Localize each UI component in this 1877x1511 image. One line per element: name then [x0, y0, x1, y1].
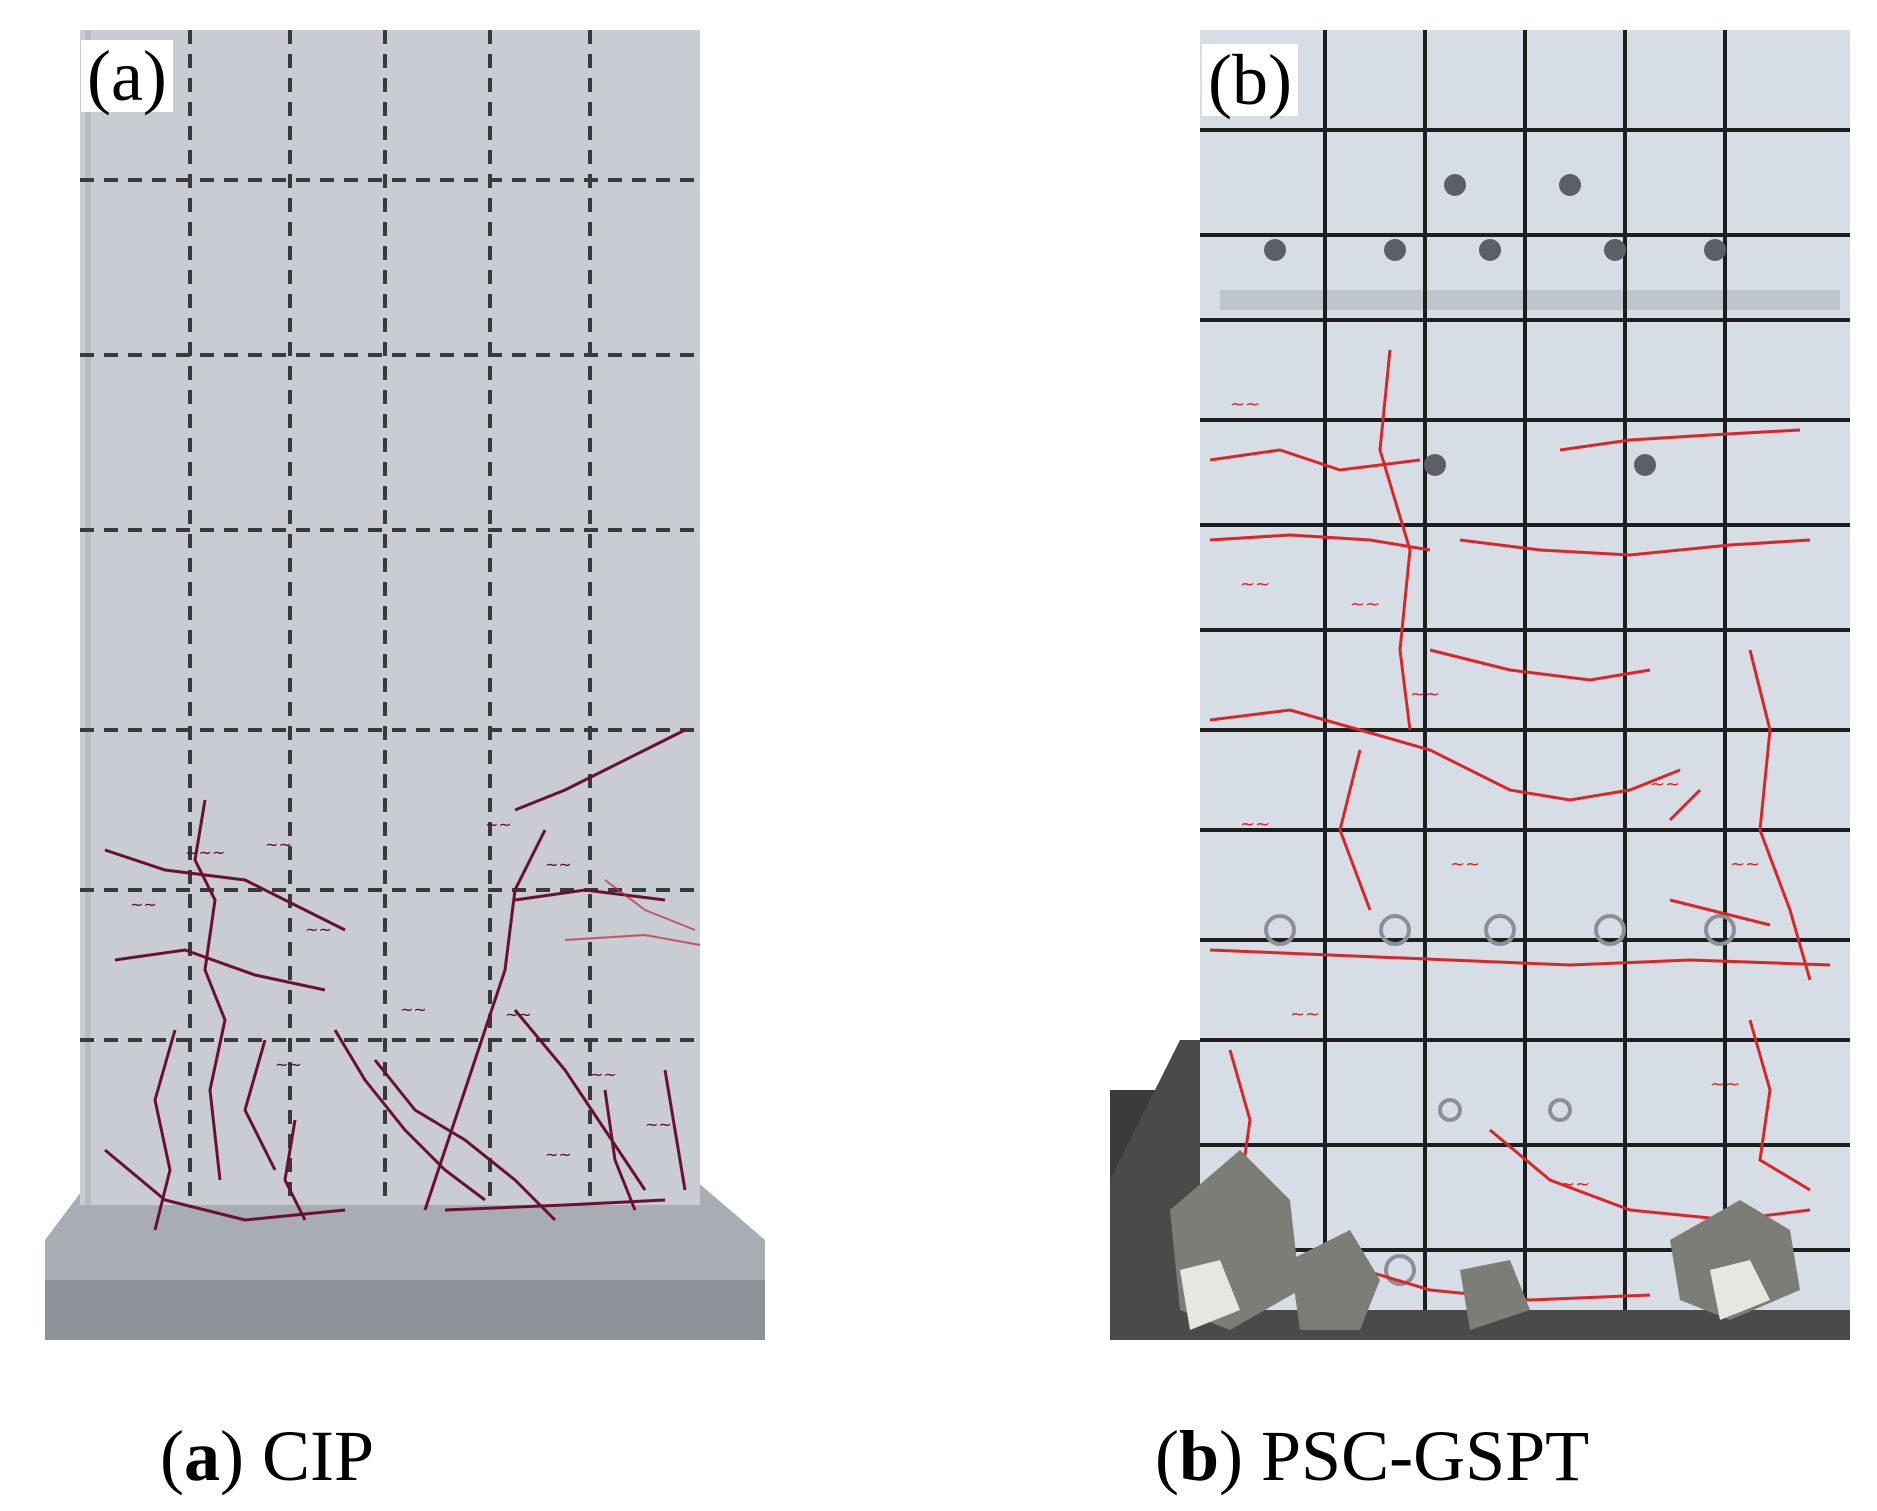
svg-text:~~: ~~: [265, 835, 292, 854]
svg-text:~~: ~~: [1410, 684, 1440, 705]
caption-letter-b: b: [1178, 1416, 1220, 1496]
caption-text-a: CIP: [261, 1416, 375, 1496]
svg-text:~~: ~~: [130, 895, 157, 914]
svg-text:~~: ~~: [590, 1065, 617, 1084]
svg-text:~~: ~~: [275, 1055, 302, 1074]
svg-text:~~: ~~: [545, 855, 572, 874]
caption-b: (b) PSC-GSPT: [1155, 1416, 1590, 1496]
photo-panel-a: ~~~ ~~ ~~ ~~ ~~ ~~ ~~ ~~ ~~ ~~ ~~ ~~ (a): [45, 30, 765, 1340]
svg-text:~~: ~~: [305, 920, 332, 939]
psc-gspt-column-photo: ~~ ~~ ~~ ~~ ~~ ~~ ~~ ~~ ~~ ~~ ~~: [1110, 30, 1850, 1340]
svg-text:~~: ~~: [1710, 1074, 1740, 1095]
svg-text:~~: ~~: [1230, 394, 1260, 415]
panel-label-b: (b): [1202, 44, 1298, 116]
svg-text:~~: ~~: [505, 1005, 532, 1024]
svg-text:~~: ~~: [1560, 1174, 1590, 1195]
svg-text:~~: ~~: [400, 1000, 427, 1019]
svg-text:~~: ~~: [645, 1115, 672, 1134]
svg-text:~~: ~~: [1650, 774, 1680, 795]
panel-label-a: (a): [81, 40, 173, 112]
caption-text-b: PSC-GSPT: [1261, 1416, 1590, 1496]
svg-text:~~: ~~: [1240, 814, 1270, 835]
svg-text:~~: ~~: [1450, 854, 1480, 875]
svg-text:~~: ~~: [1730, 854, 1760, 875]
caption-letter-a: a: [183, 1416, 220, 1496]
svg-text:~~: ~~: [1350, 594, 1380, 615]
svg-text:~~: ~~: [1290, 1004, 1320, 1025]
caption-a: (a) CIP: [160, 1416, 375, 1496]
svg-text:~~: ~~: [485, 815, 512, 834]
cip-column-photo: ~~~ ~~ ~~ ~~ ~~ ~~ ~~ ~~ ~~ ~~ ~~ ~~: [45, 30, 765, 1340]
photo-panel-b: ~~ ~~ ~~ ~~ ~~ ~~ ~~ ~~ ~~ ~~ ~~ (b): [1110, 30, 1850, 1340]
svg-text:~~: ~~: [545, 1145, 572, 1164]
svg-text:~~: ~~: [1240, 574, 1270, 595]
svg-text:~~~: ~~~: [185, 843, 225, 862]
